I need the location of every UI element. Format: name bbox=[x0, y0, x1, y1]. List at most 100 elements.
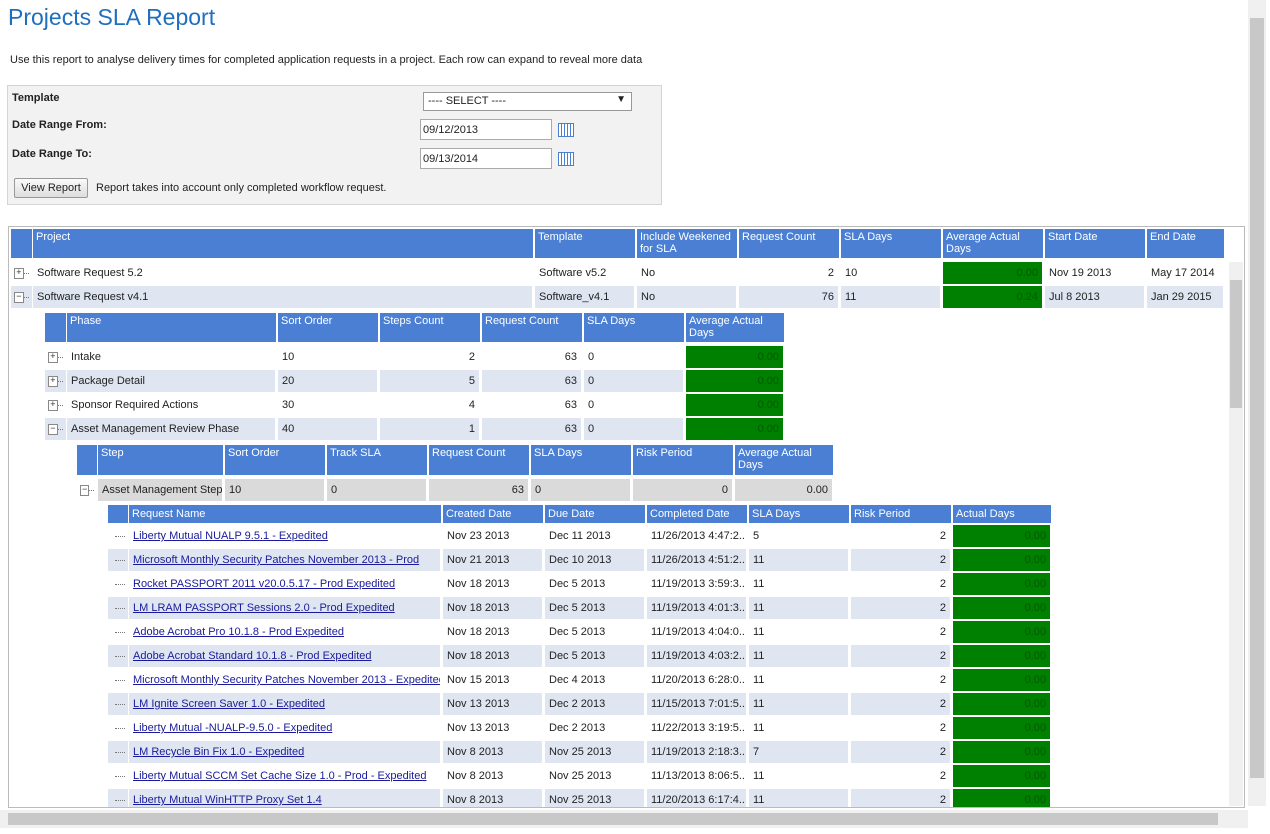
request-link[interactable]: Liberty Mutual WinHTTP Proxy Set 1.4 bbox=[133, 794, 322, 806]
calendar-icon[interactable] bbox=[558, 123, 574, 137]
expand-toggle[interactable]: + bbox=[48, 376, 58, 387]
expand-toggle[interactable]: + bbox=[48, 400, 58, 411]
horizontal-scrollbar[interactable] bbox=[0, 810, 1248, 828]
cell: 0 bbox=[327, 479, 426, 501]
page-scrollbar[interactable] bbox=[1248, 0, 1266, 806]
cell: Nov 18 2013 bbox=[443, 597, 542, 619]
cell: 2 bbox=[851, 741, 950, 763]
cell: 11/19/2013 4:01:3... bbox=[647, 597, 746, 619]
request-link[interactable]: Liberty Mutual -NUALP-9.5.0 - Expedited bbox=[133, 722, 332, 734]
sla-cell: 0.00 bbox=[686, 346, 783, 368]
cell: 11/19/2013 4:04:0... bbox=[647, 621, 746, 643]
expander-cell: + bbox=[45, 346, 66, 368]
cell: Dec 10 2013 bbox=[545, 549, 644, 571]
sla-cell: 0.00 bbox=[686, 370, 783, 392]
date-to-input[interactable]: 09/13/2014 bbox=[420, 148, 552, 169]
sla-cell: 0.00 bbox=[953, 789, 1050, 808]
cell: 63 bbox=[482, 418, 581, 440]
cell: 11/20/2013 6:17:4... bbox=[647, 789, 746, 808]
cell: 10 bbox=[841, 262, 940, 284]
inner-scrollbar[interactable] bbox=[1229, 262, 1243, 806]
cell: Nov 18 2013 bbox=[443, 621, 542, 643]
cell: 4 bbox=[380, 394, 479, 416]
request-link[interactable]: Adobe Acrobat Pro 10.1.8 - Prod Expedite… bbox=[133, 626, 344, 638]
sla-cell: 0.00 bbox=[953, 573, 1050, 595]
header-cell: Request Count bbox=[482, 313, 582, 342]
cell: May 17 2014 bbox=[1147, 262, 1223, 284]
cell: 11 bbox=[749, 717, 848, 739]
header-cell bbox=[77, 445, 97, 475]
cell: 11 bbox=[841, 286, 940, 308]
expander-cell bbox=[108, 669, 128, 691]
request-link[interactable]: LM LRAM PASSPORT Sessions 2.0 - Prod Exp… bbox=[133, 602, 395, 614]
expand-toggle[interactable]: − bbox=[48, 424, 58, 435]
cell: Adobe Acrobat Pro 10.1.8 - Prod Expedite… bbox=[129, 621, 440, 643]
cell: 11 bbox=[749, 597, 848, 619]
request-link[interactable]: LM Ignite Screen Saver 1.0 - Expedited bbox=[133, 698, 325, 710]
expander-cell: − bbox=[45, 418, 66, 440]
header-cell: Template bbox=[535, 229, 635, 258]
cell: Dec 11 2013 bbox=[545, 525, 644, 547]
calendar-icon[interactable] bbox=[558, 152, 574, 166]
cell: Nov 18 2013 bbox=[443, 645, 542, 667]
sla-cell: 0.24 bbox=[943, 286, 1042, 308]
cell: Nov 25 2013 bbox=[545, 789, 644, 808]
request-link[interactable]: Microsoft Monthly Security Patches Novem… bbox=[133, 674, 440, 686]
template-select[interactable]: ---- SELECT ----▼ bbox=[423, 92, 632, 111]
request-link[interactable]: Rocket PASSPORT 2011 v20.0.5.17 - Prod E… bbox=[133, 578, 395, 590]
header-cell: SLA Days bbox=[749, 505, 849, 523]
cell: 2 bbox=[851, 549, 950, 571]
cell: 7 bbox=[749, 741, 848, 763]
cell: 2 bbox=[851, 645, 950, 667]
cell: Dec 2 2013 bbox=[545, 693, 644, 715]
header-cell: Request Count bbox=[429, 445, 529, 475]
cell: Dec 5 2013 bbox=[545, 645, 644, 667]
header-cell: Due Date bbox=[545, 505, 645, 523]
sla-cell: 0.00 bbox=[953, 621, 1050, 643]
header-cell: Request Name bbox=[129, 505, 441, 523]
cell: 63 bbox=[482, 346, 581, 368]
header-cell: Phase bbox=[67, 313, 276, 342]
sla-cell: 0.00 bbox=[953, 645, 1050, 667]
expander-cell bbox=[108, 765, 128, 787]
cell: Nov 25 2013 bbox=[545, 765, 644, 787]
request-link[interactable]: Liberty Mutual NUALP 9.5.1 - Expedited bbox=[133, 530, 328, 542]
sla-cell: 0.00 bbox=[686, 418, 783, 440]
request-link[interactable]: Liberty Mutual SCCM Set Cache Size 1.0 -… bbox=[133, 770, 426, 782]
cell: 11 bbox=[749, 573, 848, 595]
expander-cell bbox=[108, 621, 128, 643]
sla-cell: 0.00 bbox=[953, 717, 1050, 739]
header-cell: Sort Order bbox=[278, 313, 378, 342]
sla-cell: 0.00 bbox=[686, 394, 783, 416]
cell: 0 bbox=[531, 479, 630, 501]
view-report-button[interactable]: View Report bbox=[14, 178, 88, 198]
cell: 11 bbox=[749, 693, 848, 715]
cell: No bbox=[637, 286, 736, 308]
cell: Liberty Mutual WinHTTP Proxy Set 1.4 bbox=[129, 789, 440, 808]
expander-cell bbox=[108, 789, 128, 808]
expander-cell bbox=[108, 525, 128, 547]
request-link[interactable]: Adobe Acrobat Standard 10.1.8 - Prod Exp… bbox=[133, 650, 372, 662]
request-link[interactable]: LM Recycle Bin Fix 1.0 - Expedited bbox=[133, 746, 304, 758]
expand-toggle[interactable]: − bbox=[80, 485, 89, 496]
expand-toggle[interactable]: − bbox=[14, 292, 24, 303]
header-cell: Request Count bbox=[739, 229, 839, 258]
expand-toggle[interactable]: + bbox=[48, 352, 58, 363]
cell: 63 bbox=[429, 479, 528, 501]
header-cell: Actual Days bbox=[953, 505, 1051, 523]
cell: 11/22/2013 3:19:5... bbox=[647, 717, 746, 739]
cell: 11/19/2013 3:59:3... bbox=[647, 573, 746, 595]
expander-cell bbox=[108, 645, 128, 667]
expand-toggle[interactable]: + bbox=[14, 268, 24, 279]
request-link[interactable]: Microsoft Monthly Security Patches Novem… bbox=[133, 554, 419, 566]
cell: Software Request v4.1 bbox=[33, 286, 532, 308]
cell: Nov 19 2013 bbox=[1045, 262, 1144, 284]
expander-cell: − bbox=[77, 479, 97, 501]
expander-cell: + bbox=[11, 262, 32, 284]
cell: 0 bbox=[584, 370, 683, 392]
date-from-input[interactable]: 09/12/2013 bbox=[420, 119, 552, 140]
cell: Nov 13 2013 bbox=[443, 717, 542, 739]
cell: 2 bbox=[851, 621, 950, 643]
template-label: Template bbox=[12, 92, 59, 104]
sla-cell: 0.00 bbox=[953, 549, 1050, 571]
